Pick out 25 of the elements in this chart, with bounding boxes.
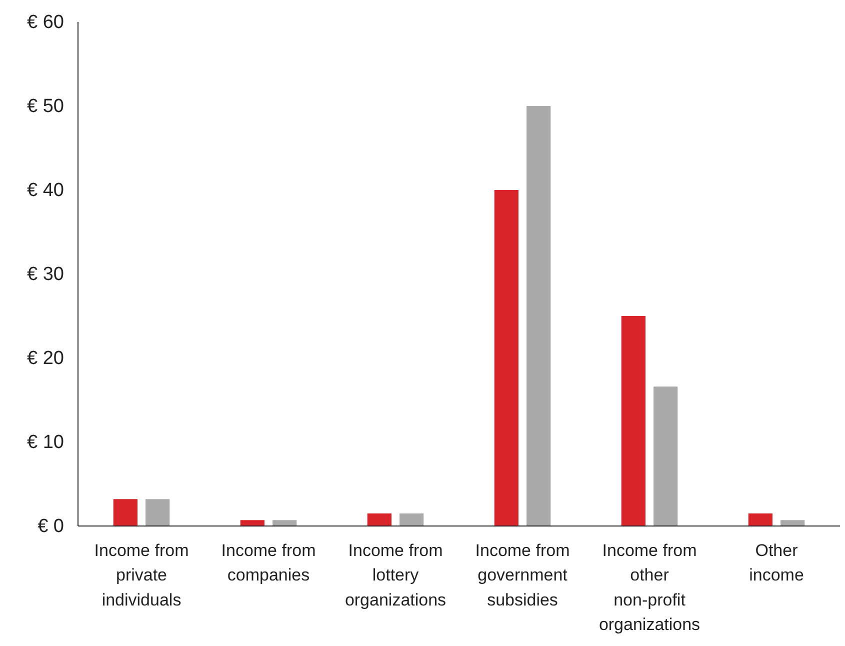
x-tick-label: Income from other non-profit organizations [598, 541, 700, 634]
bar [367, 513, 392, 526]
bar [272, 520, 297, 526]
y-tick-label: € 0 [38, 516, 64, 538]
bar [146, 499, 170, 526]
y-tick-label: € 20 [27, 348, 64, 370]
bar [240, 520, 264, 526]
y-tick-label: € 30 [27, 264, 64, 286]
bar [780, 520, 805, 526]
bar [621, 316, 646, 526]
bar [113, 499, 138, 526]
y-tick-label: € 50 [27, 96, 64, 118]
y-tick-label: € 10 [27, 432, 64, 454]
bar [654, 386, 678, 526]
bar [526, 106, 551, 526]
x-tick-label: Income from government subsidies [475, 541, 570, 610]
bar [400, 513, 424, 526]
x-tick-label: Income from companies [221, 541, 316, 585]
x-tick-label: Other income [749, 541, 804, 585]
y-tick-label: € 60 [27, 12, 64, 34]
x-tick-label: Income from private individuals [94, 541, 189, 610]
y-tick-label: € 40 [27, 180, 64, 202]
bar [494, 190, 518, 526]
x-tick-label: Income from lottery organizations [344, 541, 446, 610]
bar [748, 513, 772, 526]
